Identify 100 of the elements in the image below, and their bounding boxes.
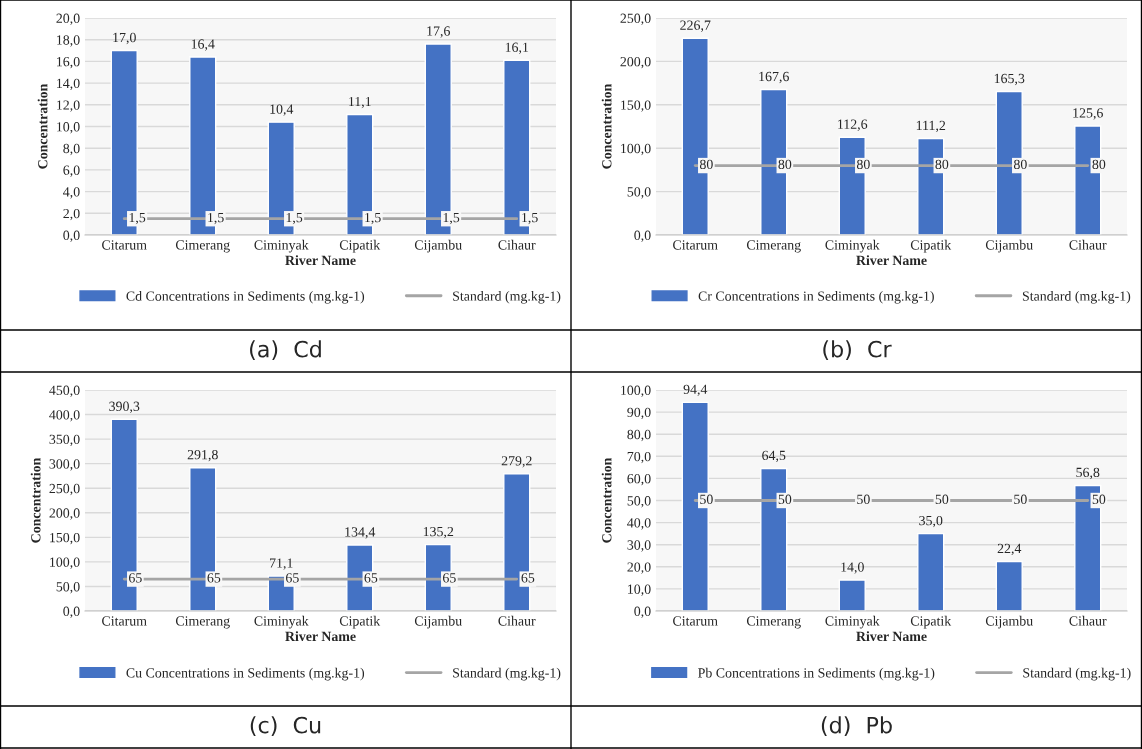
- data-label: 17,0: [113, 32, 136, 45]
- y-tick-label: 80,0: [627, 429, 651, 442]
- y-tick-label: 250,0: [620, 13, 651, 25]
- data-label: 71,1: [270, 558, 293, 570]
- legend-label: Cr Concentrations in Sediments (mg.kg-1): [698, 290, 934, 304]
- data-label: 80: [699, 159, 713, 170]
- x-axis-title: River Name: [856, 255, 927, 266]
- x-tick-label: Cipatik: [339, 615, 381, 629]
- data-label: 135,2: [423, 526, 454, 539]
- legend-label: Cd Concentrations in Sediments (mg.kg-1): [126, 290, 365, 304]
- y-tick-label: 20,0: [56, 13, 80, 25]
- x-tick-label: Cihaur: [1069, 239, 1107, 250]
- y-tick-label: 10,0: [628, 584, 651, 596]
- x-tick-label: Ciminyak: [825, 615, 880, 629]
- data-label: 50: [935, 494, 949, 504]
- data-label: 80: [778, 159, 792, 170]
- y-tick-label: 0,0: [63, 606, 80, 618]
- data-label: 112,6: [838, 119, 868, 131]
- x-tick-label: Ciminyak: [825, 239, 880, 253]
- legend-label: Standard (mg.kg-1): [453, 667, 561, 681]
- data-label: 50: [700, 494, 713, 504]
- data-label: 17,6: [427, 26, 450, 38]
- y-tick-label: 50,0: [627, 496, 651, 508]
- data-label: 1,5: [286, 212, 303, 225]
- text: (a) Cd: [250, 340, 321, 361]
- y-tick-label: 0,0: [63, 230, 80, 242]
- y-tick-label: 100,0: [50, 557, 80, 569]
- data-label: 167,6: [759, 71, 789, 84]
- y-tick-label: 40,0: [627, 518, 651, 530]
- x-tick-label: Cihaur: [1069, 615, 1107, 626]
- y-tick-label: 6,0: [63, 165, 80, 177]
- y-axis-title: Concentration: [37, 83, 48, 169]
- data-label: 64,5: [762, 450, 786, 463]
- data-label: 226,7: [680, 20, 711, 32]
- data-label: 56,8: [1076, 467, 1100, 480]
- data-label: 16,1: [505, 42, 529, 54]
- x-tick-label: Citarum: [673, 616, 718, 626]
- x-tick-label: Cimerang: [175, 616, 230, 629]
- data-label: 65: [129, 573, 142, 583]
- y-tick-label: 450,0: [49, 385, 80, 397]
- data-label: 16,4: [191, 39, 215, 51]
- x-tick-label: Cipatik: [910, 239, 952, 253]
- data-label: 14,0: [841, 562, 864, 574]
- y-tick-label: 50,0: [56, 582, 80, 594]
- x-tick-label: Cihaur: [498, 239, 536, 250]
- x-tick-label: Cipatik: [339, 239, 381, 253]
- x-tick-label: Cijambu: [985, 239, 1033, 253]
- y-tick-label: 300,0: [49, 459, 80, 471]
- x-tick-label: Cihaur: [498, 615, 536, 626]
- legend-label: Standard (mg.kg-1): [1022, 290, 1131, 304]
- data-label: 50: [1014, 494, 1027, 504]
- x-tick-label: Cijambu: [414, 615, 462, 629]
- text: (d) Pb: [821, 716, 892, 737]
- data-label: 65: [286, 573, 299, 583]
- data-label: 94,4: [683, 384, 708, 396]
- y-axis-title: Concentration: [601, 457, 612, 543]
- data-label: 80: [1092, 159, 1106, 170]
- data-label: 1,5: [443, 212, 460, 225]
- x-axis-title: River Name: [285, 255, 356, 266]
- data-label: 1,5: [208, 212, 224, 225]
- x-tick-label: Ciminyak: [254, 615, 309, 629]
- data-label: 11,1: [349, 96, 371, 109]
- y-tick-label: 60,0: [627, 473, 651, 486]
- legend-label: Standard (mg.kg-1): [1023, 667, 1131, 681]
- y-tick-label: 12,0: [57, 100, 80, 112]
- data-label: 390,3: [109, 401, 140, 413]
- y-tick-label: 16,0: [57, 56, 80, 69]
- x-tick-label: Cimerang: [175, 240, 230, 253]
- data-label: 50: [778, 494, 792, 504]
- x-axis-title: River Name: [285, 631, 356, 642]
- data-label: 22,4: [997, 543, 1022, 556]
- x-tick-label: Cipatik: [910, 615, 952, 629]
- y-tick-label: 200,0: [620, 56, 651, 69]
- data-label: 50: [1092, 494, 1106, 504]
- y-tick-label: 18,0: [57, 35, 80, 47]
- y-tick-label: 90,0: [627, 407, 651, 420]
- data-label: 80: [1013, 159, 1027, 170]
- x-tick-label: Citarum: [102, 616, 147, 626]
- y-tick-label: 50,0: [627, 187, 651, 199]
- data-label: 1,5: [365, 212, 381, 225]
- y-tick-label: 100,0: [621, 385, 651, 397]
- x-tick-label: Cimerang: [746, 616, 801, 629]
- text: (c) Cu: [250, 716, 321, 737]
- data-label: 1,5: [129, 212, 146, 225]
- x-tick-label: Cijambu: [985, 615, 1033, 629]
- y-tick-label: 30,0: [627, 540, 651, 552]
- y-tick-label: 14,0: [57, 78, 80, 91]
- data-label: 125,6: [1073, 108, 1103, 120]
- data-label: 65: [207, 573, 221, 583]
- y-tick-label: 150,0: [621, 100, 651, 112]
- y-tick-label: 8,0: [63, 143, 80, 156]
- y-tick-label: 70,0: [627, 451, 651, 464]
- y-tick-label: 2,0: [63, 208, 80, 221]
- text: (b) Cr: [823, 340, 892, 361]
- data-label: 10,4: [270, 104, 294, 116]
- y-axis-title: Concentration: [30, 457, 41, 543]
- x-tick-label: Cijambu: [414, 239, 462, 253]
- data-label: 65: [364, 573, 378, 583]
- x-tick-label: Cimerang: [746, 240, 801, 253]
- data-label: 80: [856, 159, 870, 170]
